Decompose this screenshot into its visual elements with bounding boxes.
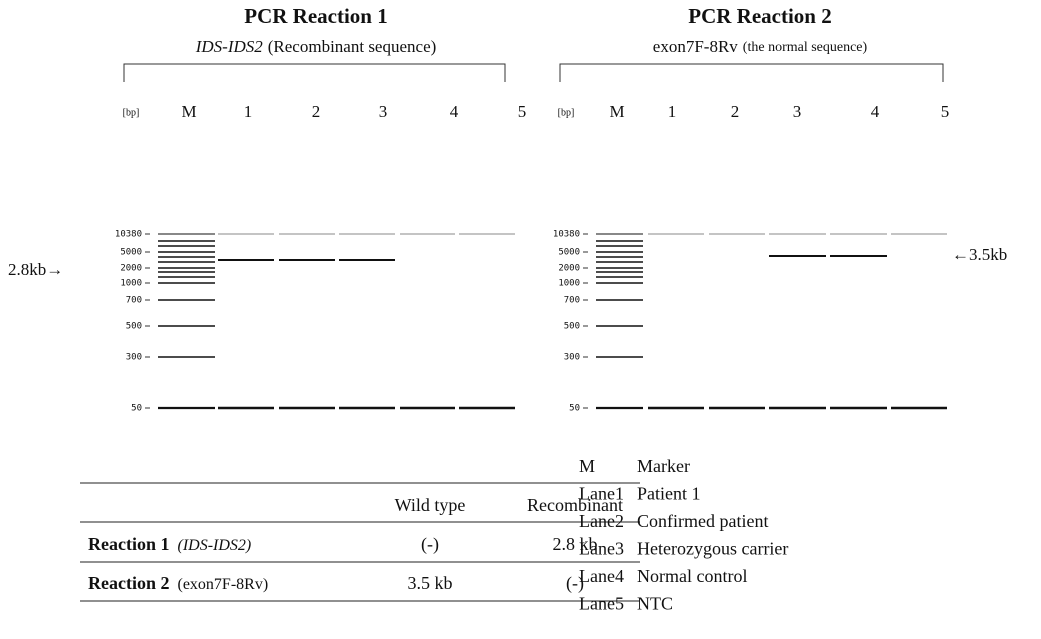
marker-label: 1000 <box>558 279 580 289</box>
lane-label: 1 <box>668 102 677 121</box>
bracket <box>124 64 505 82</box>
legend-key: M <box>579 456 595 476</box>
marker-label: 50 <box>569 404 580 414</box>
table-cell: 3.5 kb <box>408 573 453 593</box>
reaction-name: Reaction 1 <box>88 534 169 554</box>
lane-label: 4 <box>450 102 459 121</box>
marker-label: 2000 <box>558 264 580 274</box>
lane-label: 1 <box>244 102 253 121</box>
size-annotation: ←3.5kb <box>952 245 1007 264</box>
reaction-name: Reaction 2 <box>88 573 169 593</box>
marker-label: 300 <box>126 353 142 363</box>
lane-label: 3 <box>379 102 388 121</box>
table-cell: (-) <box>421 534 439 555</box>
primer-note: (Recombinant sequence) <box>268 37 437 56</box>
panel-title: PCR Reaction 2 <box>688 4 831 28</box>
figure: PCR Reaction 1 IDS-IDS2(Recombinant seque… <box>0 0 1041 639</box>
lane-label: [bp] <box>123 107 140 118</box>
brackets <box>124 64 943 82</box>
marker-label: 10380 <box>553 230 580 240</box>
marker-label: 5000 <box>558 248 580 258</box>
legend-key: Lane4 <box>579 566 624 586</box>
marker-label: 5000 <box>120 248 142 258</box>
marker-label: 500 <box>126 322 142 332</box>
reaction-primer: (IDS-IDS2) <box>177 537 251 554</box>
lane-label: 3 <box>793 102 802 121</box>
marker-label: 2000 <box>120 264 142 274</box>
panel-subtitle: IDS-IDS2(Recombinant sequence) <box>195 37 437 56</box>
table-header: Wild type <box>395 495 466 515</box>
lane-label: [bp] <box>558 107 575 118</box>
lane-label: M <box>181 102 196 121</box>
panel-title: PCR Reaction 1 <box>244 4 387 28</box>
size-annotation: 2.8kb→ <box>8 260 63 279</box>
marker-label: 50 <box>131 404 142 414</box>
legend-key: Lane5 <box>579 594 624 614</box>
legend-key: Lane3 <box>579 539 624 559</box>
panel-subtitle: exon7F-8Rv (the normal sequence) <box>653 37 868 56</box>
legend-desc: Heterozygous carrier <box>637 539 788 559</box>
lane-label: 5 <box>518 102 527 121</box>
primer: exon7F-8Rv <box>653 37 739 56</box>
reaction-primer: (exon7F-8Rv) <box>177 576 268 593</box>
row-label: Reaction 2 (exon7F-8Rv) <box>88 573 268 593</box>
lane-label: M <box>609 102 624 121</box>
marker-label: 500 <box>564 322 580 332</box>
marker-label: 700 <box>126 296 142 306</box>
row-label: Reaction 1 (IDS-IDS2) <box>88 534 251 554</box>
lane-label: 5 <box>941 102 950 121</box>
legend-desc: Patient 1 <box>637 484 701 504</box>
lane-label: 2 <box>312 102 321 121</box>
legend-desc: Normal control <box>637 566 747 586</box>
legend-key: Lane1 <box>579 484 624 504</box>
marker-label: 10380 <box>115 230 142 240</box>
marker-label: 300 <box>564 353 580 363</box>
bracket <box>560 64 943 82</box>
lane-label: 4 <box>871 102 880 121</box>
primer: IDS-IDS2 <box>195 37 264 56</box>
lane-label: 2 <box>731 102 740 121</box>
primer-note: (the normal sequence) <box>743 40 868 55</box>
marker-label: 1000 <box>120 279 142 289</box>
marker-label: 700 <box>564 296 580 306</box>
legend-desc: NTC <box>637 594 673 614</box>
legend-desc: Marker <box>637 456 690 476</box>
legend-desc: Confirmed patient <box>637 511 768 531</box>
legend-key: Lane2 <box>579 511 624 531</box>
